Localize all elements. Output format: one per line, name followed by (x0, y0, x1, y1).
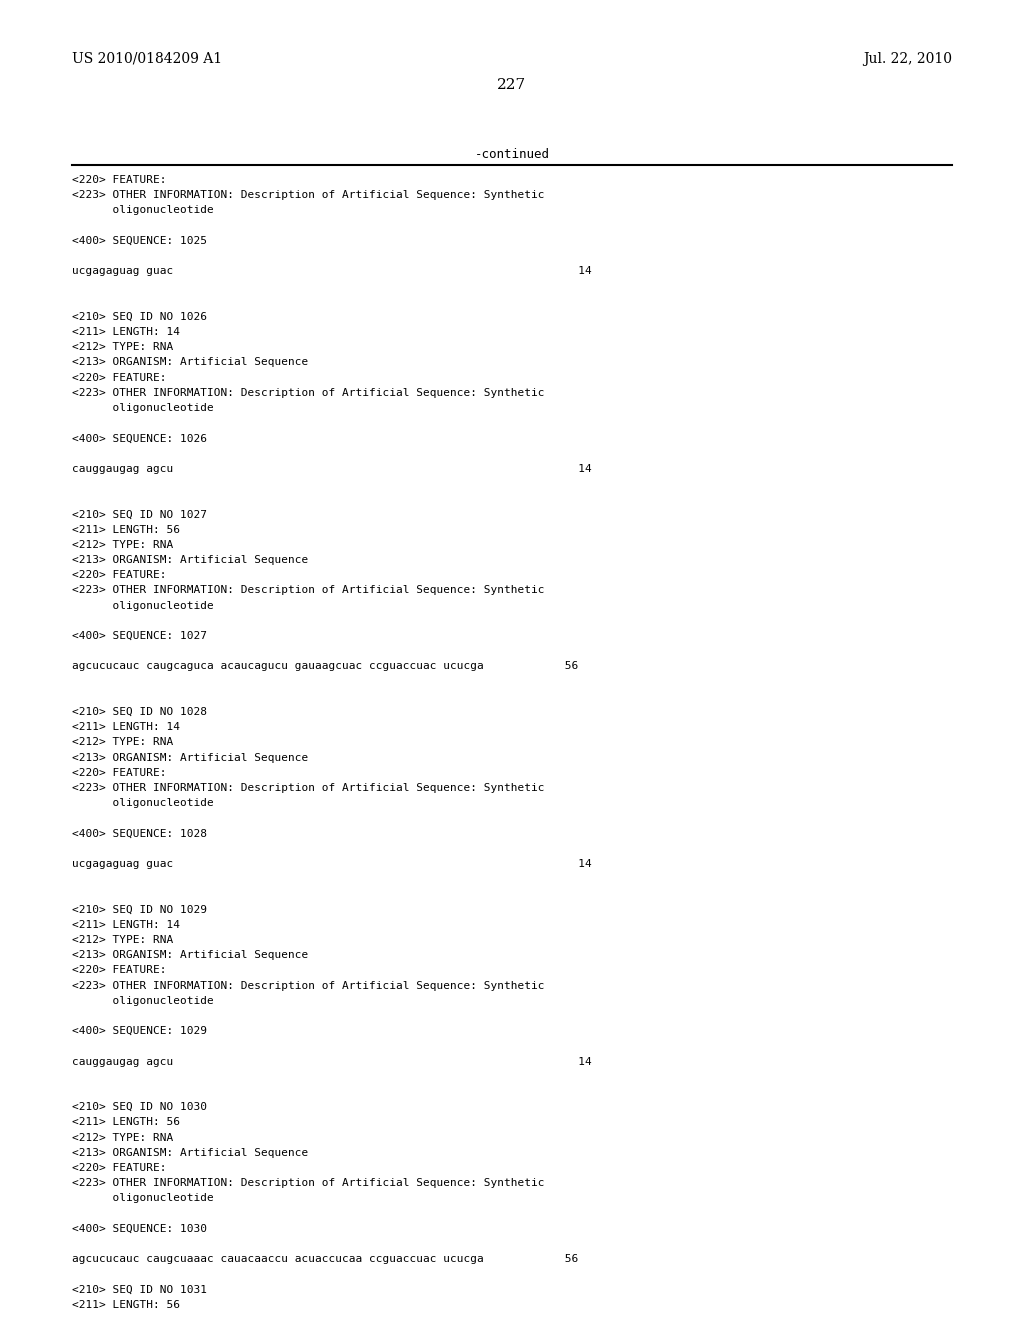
Text: <400> SEQUENCE: 1027: <400> SEQUENCE: 1027 (72, 631, 207, 642)
Text: <211> LENGTH: 56: <211> LENGTH: 56 (72, 1118, 180, 1127)
Text: ucgagaguag guac                                                            14: ucgagaguag guac 14 (72, 859, 592, 869)
Text: <212> TYPE: RNA: <212> TYPE: RNA (72, 738, 173, 747)
Text: <211> LENGTH: 56: <211> LENGTH: 56 (72, 524, 180, 535)
Text: <212> TYPE: RNA: <212> TYPE: RNA (72, 342, 173, 352)
Text: <223> OTHER INFORMATION: Description of Artificial Sequence: Synthetic: <223> OTHER INFORMATION: Description of … (72, 783, 545, 793)
Text: US 2010/0184209 A1: US 2010/0184209 A1 (72, 51, 222, 66)
Text: <213> ORGANISM: Artificial Sequence: <213> ORGANISM: Artificial Sequence (72, 752, 308, 763)
Text: <210> SEQ ID NO 1028: <210> SEQ ID NO 1028 (72, 708, 207, 717)
Text: oligonucleotide: oligonucleotide (72, 403, 214, 413)
Text: <212> TYPE: RNA: <212> TYPE: RNA (72, 540, 173, 550)
Text: <400> SEQUENCE: 1025: <400> SEQUENCE: 1025 (72, 236, 207, 246)
Text: cauggaugag agcu                                                            14: cauggaugag agcu 14 (72, 1056, 592, 1067)
Text: <210> SEQ ID NO 1027: <210> SEQ ID NO 1027 (72, 510, 207, 519)
Text: <210> SEQ ID NO 1029: <210> SEQ ID NO 1029 (72, 904, 207, 915)
Text: agcucucauc caugcuaaac cauacaaccu acuaccucaa ccguaccuac ucucga            56: agcucucauc caugcuaaac cauacaaccu acuaccu… (72, 1254, 579, 1265)
Text: oligonucleotide: oligonucleotide (72, 799, 214, 808)
Text: <220> FEATURE:: <220> FEATURE: (72, 570, 167, 581)
Text: <400> SEQUENCE: 1030: <400> SEQUENCE: 1030 (72, 1224, 207, 1234)
Text: oligonucleotide: oligonucleotide (72, 995, 214, 1006)
Text: <400> SEQUENCE: 1028: <400> SEQUENCE: 1028 (72, 829, 207, 838)
Text: <223> OTHER INFORMATION: Description of Artificial Sequence: Synthetic: <223> OTHER INFORMATION: Description of … (72, 1179, 545, 1188)
Text: <220> FEATURE:: <220> FEATURE: (72, 176, 167, 185)
Text: <220> FEATURE:: <220> FEATURE: (72, 965, 167, 975)
Text: <223> OTHER INFORMATION: Description of Artificial Sequence: Synthetic: <223> OTHER INFORMATION: Description of … (72, 981, 545, 990)
Text: Jul. 22, 2010: Jul. 22, 2010 (863, 51, 952, 66)
Text: <220> FEATURE:: <220> FEATURE: (72, 1163, 167, 1173)
Text: <220> FEATURE:: <220> FEATURE: (72, 768, 167, 777)
Text: <400> SEQUENCE: 1029: <400> SEQUENCE: 1029 (72, 1026, 207, 1036)
Text: <213> ORGANISM: Artificial Sequence: <213> ORGANISM: Artificial Sequence (72, 554, 308, 565)
Text: <400> SEQUENCE: 1026: <400> SEQUENCE: 1026 (72, 433, 207, 444)
Text: <223> OTHER INFORMATION: Description of Artificial Sequence: Synthetic: <223> OTHER INFORMATION: Description of … (72, 190, 545, 201)
Text: oligonucleotide: oligonucleotide (72, 206, 214, 215)
Text: <210> SEQ ID NO 1030: <210> SEQ ID NO 1030 (72, 1102, 207, 1113)
Text: <210> SEQ ID NO 1026: <210> SEQ ID NO 1026 (72, 312, 207, 322)
Text: oligonucleotide: oligonucleotide (72, 601, 214, 611)
Text: <223> OTHER INFORMATION: Description of Artificial Sequence: Synthetic: <223> OTHER INFORMATION: Description of … (72, 388, 545, 397)
Text: -continued: -continued (474, 148, 550, 161)
Text: agcucucauc caugcaguca acaucagucu gauaagcuac ccguaccuac ucucga            56: agcucucauc caugcaguca acaucagucu gauaagc… (72, 661, 579, 672)
Text: <213> ORGANISM: Artificial Sequence: <213> ORGANISM: Artificial Sequence (72, 358, 308, 367)
Text: ucgagaguag guac                                                            14: ucgagaguag guac 14 (72, 267, 592, 276)
Text: <223> OTHER INFORMATION: Description of Artificial Sequence: Synthetic: <223> OTHER INFORMATION: Description of … (72, 585, 545, 595)
Text: <211> LENGTH: 14: <211> LENGTH: 14 (72, 327, 180, 337)
Text: 227: 227 (498, 78, 526, 92)
Text: <211> LENGTH: 14: <211> LENGTH: 14 (72, 920, 180, 929)
Text: <211> LENGTH: 14: <211> LENGTH: 14 (72, 722, 180, 733)
Text: <210> SEQ ID NO 1031: <210> SEQ ID NO 1031 (72, 1284, 207, 1295)
Text: <220> FEATURE:: <220> FEATURE: (72, 372, 167, 383)
Text: <212> TYPE: RNA: <212> TYPE: RNA (72, 1133, 173, 1143)
Text: <212> TYPE: RNA: <212> TYPE: RNA (72, 935, 173, 945)
Text: <213> ORGANISM: Artificial Sequence: <213> ORGANISM: Artificial Sequence (72, 1148, 308, 1158)
Text: cauggaugag agcu                                                            14: cauggaugag agcu 14 (72, 463, 592, 474)
Text: <213> ORGANISM: Artificial Sequence: <213> ORGANISM: Artificial Sequence (72, 950, 308, 960)
Text: oligonucleotide: oligonucleotide (72, 1193, 214, 1204)
Text: <211> LENGTH: 56: <211> LENGTH: 56 (72, 1300, 180, 1309)
